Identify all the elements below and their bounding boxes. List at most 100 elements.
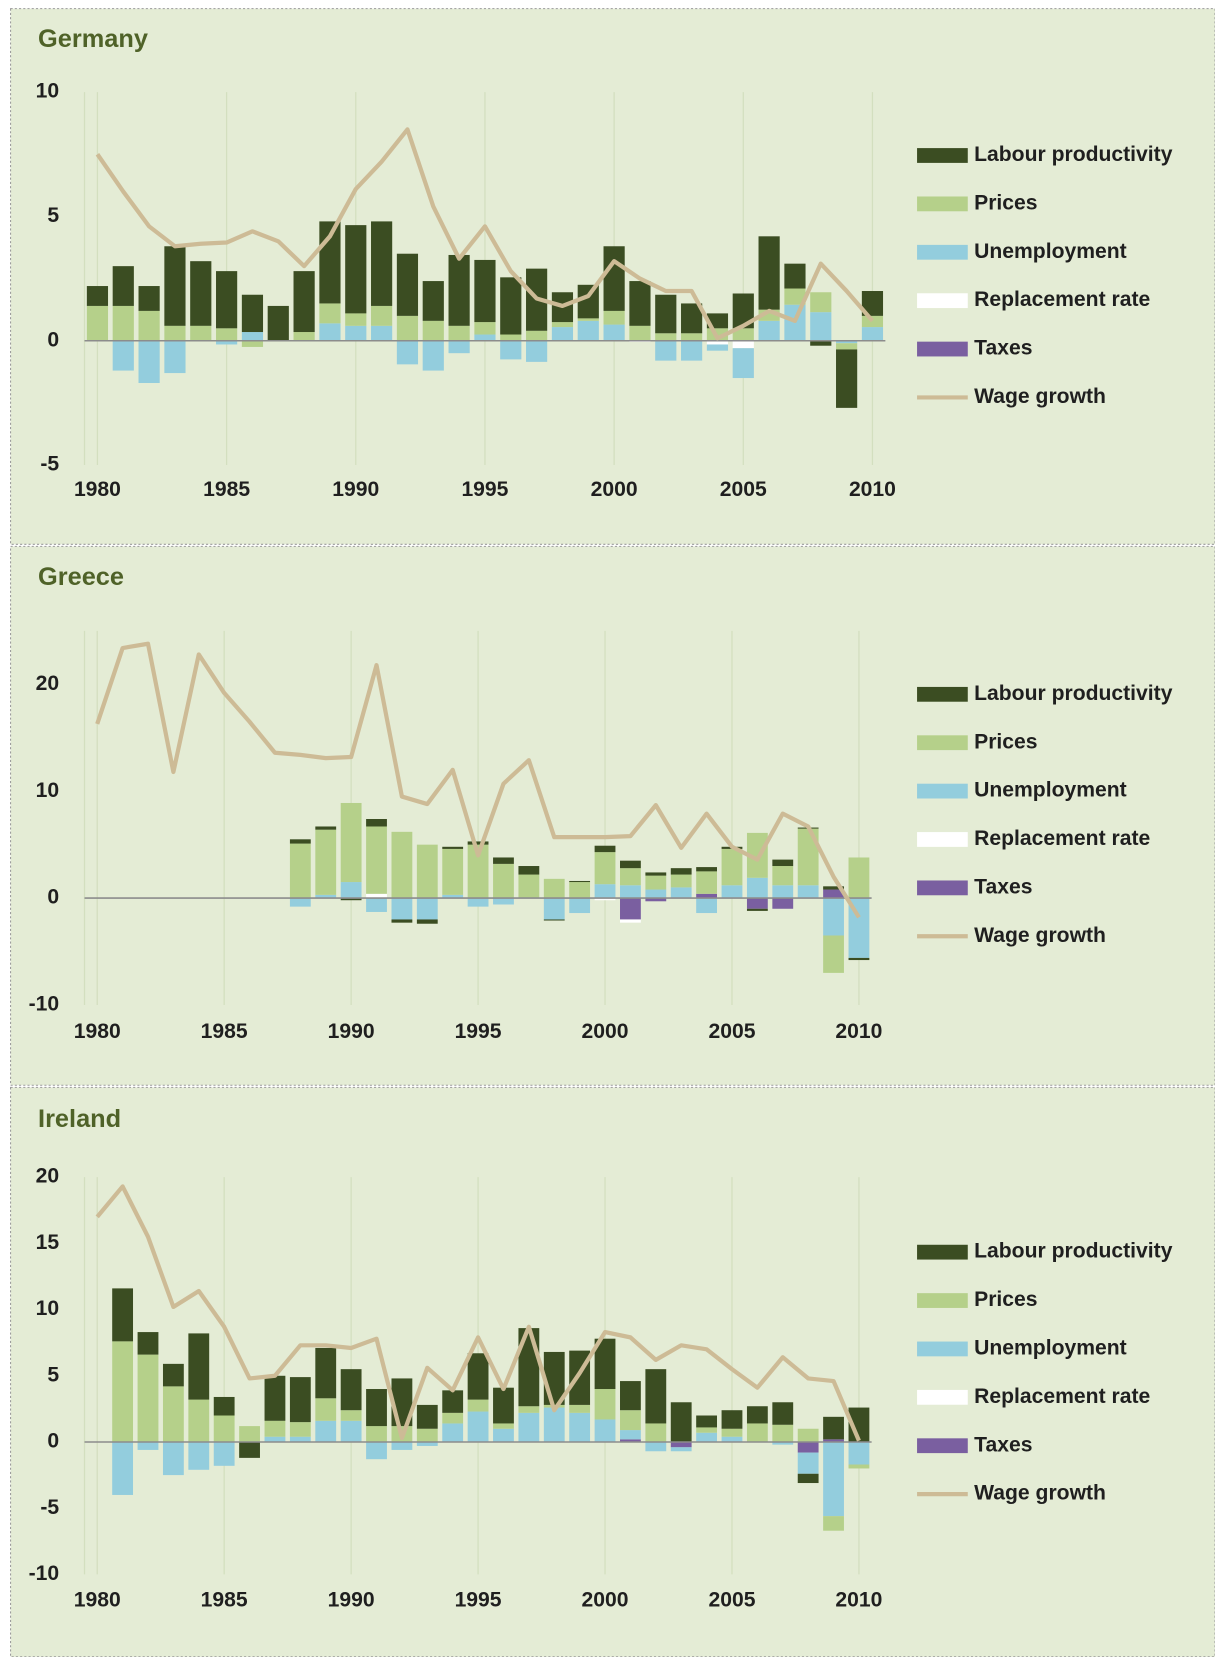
bar-segment [416,1404,438,1429]
bar-segment [797,1441,819,1453]
bar-segment [655,294,677,334]
bar-segment [340,1420,362,1442]
bar-segment [493,1428,514,1442]
y-tick-label: 20 [36,672,60,695]
line [95,127,875,341]
bar-segment [526,340,548,362]
bar-segment [264,1436,286,1442]
legend-label: Replacement rate [974,288,1150,311]
bar-segment [340,882,362,899]
bar-segment [577,318,599,321]
bar-segment [594,845,616,853]
bar-segment [797,1428,819,1442]
bar-segment [645,875,667,890]
bar-segment [396,315,419,341]
bar-segment [112,266,134,306]
legend-swatch [917,1438,968,1454]
bar-segment [474,334,496,341]
bar-segment [315,826,337,830]
bar-segment [422,320,444,341]
bar-segment [164,246,186,326]
legend-swatch [917,244,968,260]
bar-segment [138,310,160,341]
bar-segment [569,882,591,899]
bar-segment [467,844,489,899]
x-tick-label: 1985 [201,1020,248,1043]
bar-segment [797,828,819,886]
bar-segment [670,1441,692,1448]
bar-segment [620,1439,641,1442]
x-tick-label: 2010 [849,478,896,501]
bar-segment [391,898,413,920]
bar-segment [772,898,794,909]
bar-segment [772,1441,794,1445]
bar-segment [732,348,754,379]
bar-segment [772,866,794,886]
legend-swatch [917,148,968,163]
bar-segment [746,1423,768,1442]
bar-segment [861,315,884,328]
bar-segment [289,1422,311,1437]
bar-segment [293,271,315,333]
bar-segment [216,340,238,345]
bar-segment [810,340,832,346]
bar-segment [518,1412,540,1442]
bar-segment [422,340,444,371]
bar-segment [836,349,858,408]
bar-segment [629,325,651,341]
bar-segment [396,253,419,316]
bar-segment [467,1411,489,1442]
bar-segment [137,1354,159,1442]
bar-segment [543,1407,565,1442]
legend-swatch [917,686,968,702]
bar-segment [823,935,844,973]
y-tick-label: -5 [40,453,59,476]
bar-segment [823,1441,844,1517]
bar-segment [213,1396,235,1416]
bar-segment [493,1387,514,1424]
bar-segment [391,919,413,923]
bar-segment [810,292,832,313]
panel [10,545,1215,1086]
bar-segment [848,1464,870,1469]
bar-segment [315,1420,337,1442]
bar-segment [86,286,109,306]
y-tick-label: 0 [47,1430,59,1453]
bar-segment [681,340,703,361]
bar-segment [518,866,540,875]
legend-label: Taxes [974,1433,1032,1456]
bar-segment [784,263,806,289]
bar-segment [681,333,703,341]
bar-segment [848,857,870,899]
bar-segment [696,871,718,894]
bar-segment [162,1441,184,1476]
x-tick-label: 1985 [201,1588,248,1611]
bar-segment [319,323,341,341]
bar-segment [823,886,844,890]
legend-swatch [917,1389,968,1405]
bar-segment [645,898,667,902]
bar-segment [603,310,625,325]
bar-segment [746,1406,768,1424]
bar-segment [721,885,743,899]
legend-swatch [917,293,968,309]
bar-segment [670,874,692,888]
y-tick-label: -5 [40,1496,59,1519]
bar-segment [645,1441,667,1452]
bar-segment [696,867,718,872]
bar-segment [670,1447,692,1452]
legend-swatch [917,341,968,357]
bar-segment [772,885,794,899]
bar-segment [732,293,754,329]
bar-segment [289,898,311,907]
x-tick-label: 2005 [708,1588,755,1611]
bar-segment [493,898,514,905]
y-tick-label: 20 [36,1165,60,1188]
bar-segment [289,839,311,844]
bar-segment [594,852,616,885]
bar-segment [112,305,134,341]
bar-segment [366,819,387,827]
bar-segment [289,1436,311,1442]
bar-segment [696,1427,718,1433]
x-tick-label: 2005 [720,478,767,501]
